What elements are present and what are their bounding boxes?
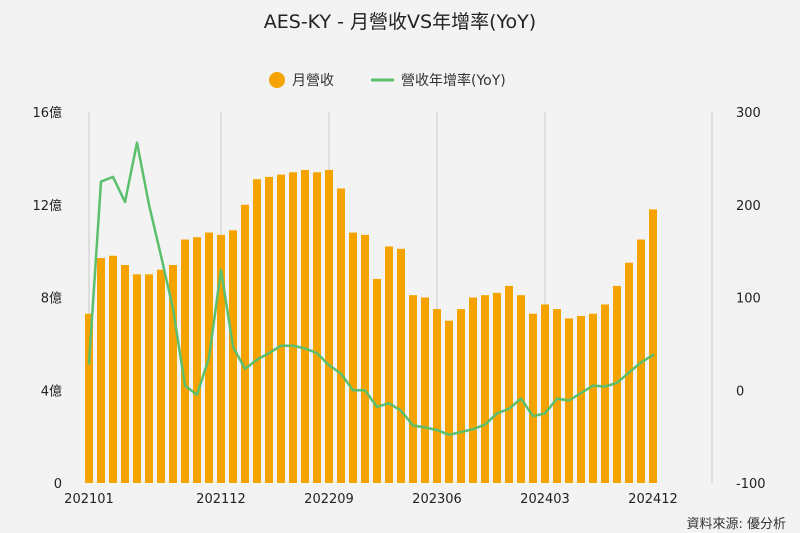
legend-label-yoy: 營收年增率(YoY) [401, 72, 506, 89]
x-tick-label: 202112 [196, 492, 246, 507]
bar-202104 [121, 265, 129, 483]
bar-202106 [145, 274, 153, 483]
y-right-tick-label: 300 [736, 106, 761, 121]
y-right-tick-label: 0 [736, 384, 744, 399]
bar-202412 [649, 209, 657, 483]
bar-202401 [517, 295, 525, 483]
bar-202208 [313, 172, 321, 483]
bar-202204 [265, 176, 273, 484]
x-tick-label: 202209 [304, 492, 354, 507]
bar-202312 [505, 285, 513, 483]
bar-202308 [457, 309, 465, 483]
y-right-tick-label: -100 [736, 477, 766, 492]
bar-202103 [109, 255, 117, 483]
bar-202112 [217, 234, 225, 483]
legend: 月營收 營收年增率(YoY) [269, 72, 506, 89]
x-tick-label: 202306 [412, 492, 462, 507]
y-left-tick-label: 4億 [41, 383, 62, 399]
x-tick-label: 202412 [628, 492, 678, 507]
bar-202109 [181, 239, 189, 483]
bar-202202 [241, 204, 249, 483]
y-left-tick-label: 12億 [32, 198, 62, 214]
bar-202108 [169, 265, 177, 483]
bar-202205 [277, 174, 285, 483]
bar-202310 [481, 295, 489, 483]
chart-title: AES-KY - 月營收VS年增率(YoY) [264, 11, 536, 33]
bar-202210 [337, 188, 345, 484]
y-right-tick-label: 200 [736, 199, 761, 214]
bar-202408 [601, 304, 609, 483]
bar-202307 [445, 320, 453, 483]
x-tick-label: 202403 [520, 492, 570, 507]
bar-202311 [493, 292, 501, 483]
bar-202304 [409, 295, 417, 483]
legend-label-revenue: 月營收 [292, 73, 334, 89]
y-left-tick-label: 0 [54, 477, 62, 492]
yoy-line [87, 141, 655, 437]
bar-202407 [589, 313, 597, 483]
bar-202302 [385, 246, 393, 483]
bar-202309 [469, 297, 477, 483]
bar-202209 [325, 169, 333, 483]
bar-202207 [301, 169, 309, 483]
bar-202101 [85, 313, 93, 483]
axes: 0 4億 8億 12億 16億 -100 0 100 200 300 202101 202112 202… [32, 105, 765, 507]
bar-202301 [373, 278, 381, 483]
y-right-tick-label: 100 [736, 292, 761, 307]
bar-202404 [553, 309, 561, 483]
y-left-tick-label: 8億 [41, 291, 62, 307]
bar-202303 [397, 248, 405, 483]
revenue-bars [85, 169, 657, 484]
x-tick-label: 202101 [64, 492, 114, 507]
bar-202203 [253, 179, 261, 483]
bar-202211 [349, 232, 357, 483]
bar-202110 [193, 237, 201, 483]
bar-202212 [361, 234, 369, 483]
bar-202306 [433, 309, 441, 483]
bar-202107 [157, 269, 165, 483]
bar-202305 [421, 297, 429, 483]
yoy-line-group [87, 141, 655, 437]
bar-202201 [229, 230, 237, 483]
bar-202102 [97, 258, 105, 483]
bar-202206 [289, 172, 297, 483]
legend-marker-revenue [269, 72, 285, 88]
bar-202403 [541, 304, 549, 483]
bar-202402 [529, 313, 537, 483]
bar-202105 [133, 274, 141, 483]
source-note: 資料來源: 優分析 [686, 517, 786, 532]
y-left-tick-label: 16億 [32, 105, 62, 121]
bar-202409 [613, 285, 621, 483]
bar-202406 [577, 316, 585, 483]
